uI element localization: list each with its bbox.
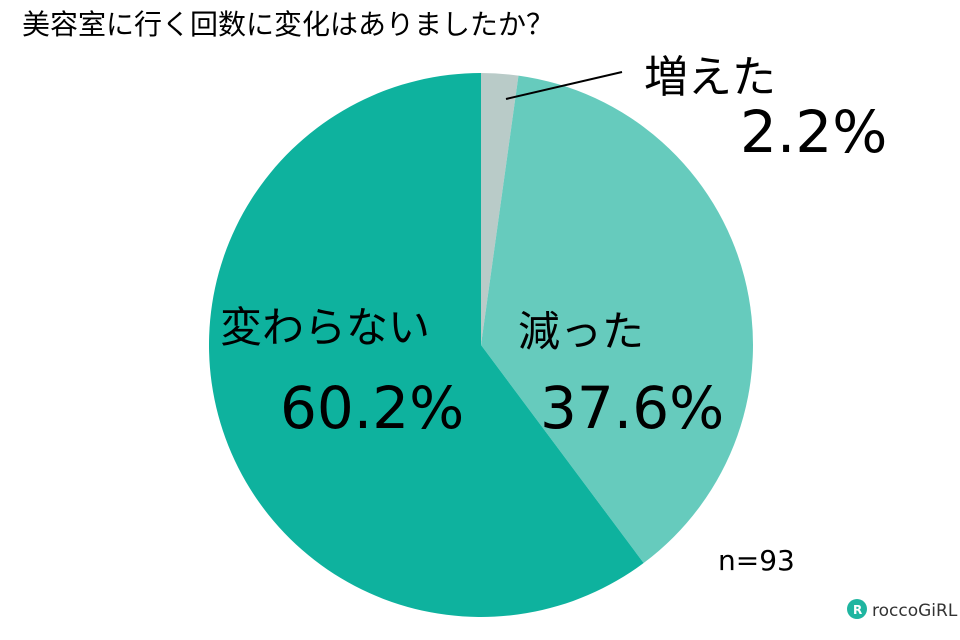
- data-label: 37.6%: [540, 374, 724, 442]
- pie-slice: [481, 73, 519, 345]
- logo: R roccoGiRL: [847, 599, 958, 621]
- data-label: 60.2%: [280, 374, 464, 442]
- logo-mark: R: [853, 603, 862, 617]
- pie-slice: [208, 73, 644, 617]
- slice-label: 変わらない: [220, 303, 430, 352]
- slice-label: 減った: [518, 307, 644, 356]
- pie-slice: [481, 75, 753, 564]
- logo-text: roccoGiRL: [872, 601, 958, 621]
- slice-label: 増えた: [644, 52, 776, 103]
- data-label: 2.2%: [740, 98, 887, 166]
- chart-title: 美容室に行く回数に変化はありましたか？: [22, 8, 554, 41]
- leader-line: [505, 71, 623, 100]
- note: n=93: [718, 544, 795, 577]
- logo-icon: [847, 599, 867, 619]
